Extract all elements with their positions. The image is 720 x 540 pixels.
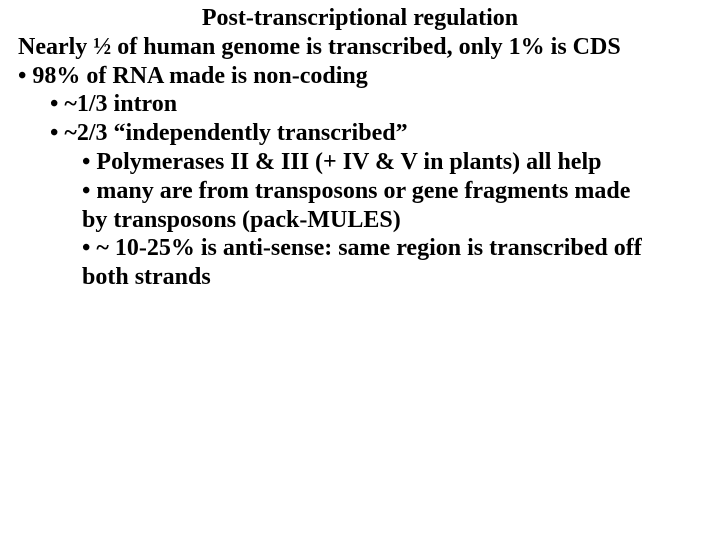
intro-line: Nearly ½ of human genome is transcribed,… bbox=[18, 33, 702, 62]
slide-content: Post-transcriptional regulation Nearly ½… bbox=[0, 0, 720, 292]
bullet-level3-antisense: • ~ 10-25% is anti-sense: same region is… bbox=[82, 234, 702, 292]
bullet-level1: • 98% of RNA made is non-coding bbox=[18, 62, 702, 91]
bullet-level2-independent: • ~2/3 “independently transcribed” bbox=[50, 119, 702, 148]
bullet-level3-polymerases: • Polymerases II & III (+ IV & V in plan… bbox=[82, 148, 702, 177]
bullet-level3-transposons: • many are from transposons or gene frag… bbox=[82, 177, 702, 235]
slide-title: Post-transcriptional regulation bbox=[148, 4, 572, 33]
bullet-level2-intron: • ~1/3 intron bbox=[50, 90, 702, 119]
